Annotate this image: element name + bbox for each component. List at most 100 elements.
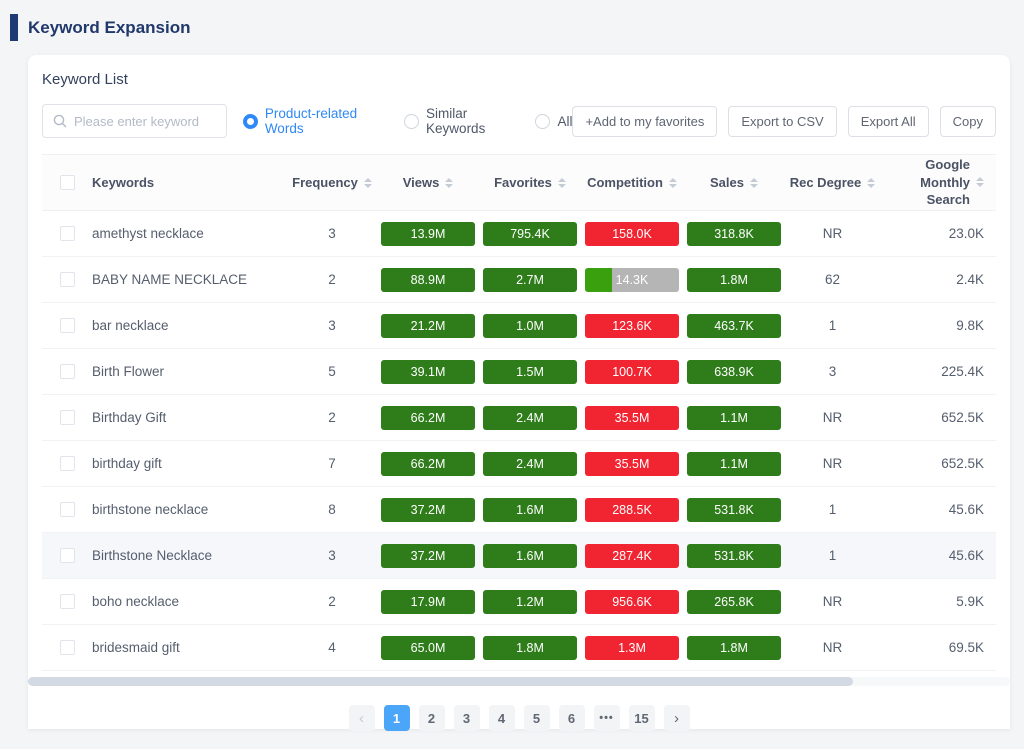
pagination-page-15[interactable]: 15 — [629, 705, 655, 731]
select-all-checkbox[interactable] — [60, 175, 75, 190]
row-checkbox[interactable] — [60, 318, 75, 333]
pagination-next-button[interactable]: › — [664, 705, 690, 731]
column-header-sales[interactable]: Sales — [683, 175, 785, 190]
action-buttons: +Add to my favorites Export to CSV Export … — [572, 106, 996, 137]
metric-badge: 100.7K — [585, 360, 679, 384]
pagination-page-1[interactable]: 1 — [384, 705, 410, 731]
sales-cell: 318.8K — [683, 222, 785, 246]
sort-icon[interactable] — [867, 178, 875, 188]
column-header-frequency[interactable]: Frequency — [287, 175, 377, 190]
row-checkbox[interactable] — [60, 502, 75, 517]
row-checkbox[interactable] — [60, 272, 75, 287]
sales-cell: 1.1M — [683, 406, 785, 430]
competition-cell: 35.5M — [581, 452, 683, 476]
row-checkbox[interactable] — [60, 364, 75, 379]
row-checkbox-cell — [42, 640, 92, 655]
sort-icon[interactable] — [669, 178, 677, 188]
competition-cell: 35.5M — [581, 406, 683, 430]
badge-value: 318.8K — [714, 227, 754, 241]
keyword-search-box[interactable] — [42, 104, 227, 138]
badge-value: 21.2M — [411, 319, 446, 333]
keyword-cell: birthstone necklace — [92, 502, 287, 517]
row-checkbox-cell — [42, 272, 92, 287]
sort-icon[interactable] — [976, 177, 984, 187]
export-to-csv-button[interactable]: Export to CSV — [728, 106, 836, 137]
pagination-page-5[interactable]: 5 — [524, 705, 550, 731]
metric-badge: 1.8M — [687, 636, 781, 660]
filter-radio-similar-keywords[interactable]: Similar Keywords — [404, 106, 527, 136]
column-header-rec_degree[interactable]: Rec Degree — [785, 175, 880, 190]
pagination-page-6[interactable]: 6 — [559, 705, 585, 731]
views-cell: 66.2M — [377, 452, 479, 476]
google-monthly-search-cell: 23.0K — [880, 226, 996, 241]
radio-icon — [404, 114, 419, 129]
keyword-cell: Birthstone Necklace — [92, 548, 287, 563]
frequency-cell: 2 — [287, 410, 377, 425]
badge-value: 2.4M — [516, 411, 544, 425]
add-to-favorites-button[interactable]: +Add to my favorites — [572, 106, 717, 137]
frequency-cell: 4 — [287, 640, 377, 655]
keyword-cell: boho necklace — [92, 594, 287, 609]
badge-fill — [585, 268, 612, 292]
sort-icon[interactable] — [558, 178, 566, 188]
keyword-list-panel: Keyword List Product-related Words Simila… — [28, 55, 1010, 729]
column-header-favorites[interactable]: Favorites — [479, 175, 581, 190]
horizontal-scrollbar-thumb[interactable] — [28, 677, 853, 686]
header-checkbox-cell — [42, 175, 92, 190]
metric-badge: 66.2M — [381, 452, 475, 476]
column-label: Rec Degree — [790, 175, 862, 190]
metric-badge: 265.8K — [687, 590, 781, 614]
sort-caret-down — [558, 184, 566, 188]
sort-icon[interactable] — [750, 178, 758, 188]
filter-radio-all[interactable]: All — [535, 114, 572, 129]
badge-value: 956.6K — [612, 595, 652, 609]
row-checkbox-cell — [42, 502, 92, 517]
sort-icon[interactable] — [445, 178, 453, 188]
export-all-button[interactable]: Export All — [848, 106, 929, 137]
row-checkbox[interactable] — [60, 410, 75, 425]
views-cell: 17.9M — [377, 590, 479, 614]
metric-badge: 2.4M — [483, 406, 577, 430]
row-checkbox-cell — [42, 364, 92, 379]
row-checkbox[interactable] — [60, 456, 75, 471]
pagination-page-2[interactable]: 2 — [419, 705, 445, 731]
badge-value: 463.7K — [714, 319, 754, 333]
sort-caret-up — [750, 178, 758, 182]
page-header: Keyword Expansion — [0, 0, 1024, 41]
rec-degree-cell: 1 — [785, 548, 880, 563]
column-header-google_monthly_search[interactable]: Google Monthly Search — [880, 156, 996, 209]
row-checkbox-cell — [42, 226, 92, 241]
filter-radio-product-related-words[interactable]: Product-related Words — [243, 106, 396, 136]
pagination-page-3[interactable]: 3 — [454, 705, 480, 731]
column-header-competition[interactable]: Competition — [581, 175, 683, 190]
badge-value: 265.8K — [714, 595, 754, 609]
row-checkbox[interactable] — [60, 226, 75, 241]
google-monthly-search-cell: 69.5K — [880, 640, 996, 655]
views-cell: 37.2M — [377, 544, 479, 568]
column-header-views[interactable]: Views — [377, 175, 479, 190]
radio-label: All — [557, 114, 572, 129]
favorites-cell: 2.7M — [479, 268, 581, 292]
row-checkbox[interactable] — [60, 640, 75, 655]
copy-button[interactable]: Copy — [940, 106, 996, 137]
badge-value: 13.9M — [411, 227, 446, 241]
badge-value: 39.1M — [411, 365, 446, 379]
filter-radio-group: Product-related Words Similar Keywords All — [243, 106, 573, 136]
sort-icon[interactable] — [364, 178, 372, 188]
metric-badge: 21.2M — [381, 314, 475, 338]
pagination-page-4[interactable]: 4 — [489, 705, 515, 731]
column-label: Keywords — [92, 175, 154, 190]
panel-title: Keyword List — [42, 71, 996, 88]
favorites-cell: 795.4K — [479, 222, 581, 246]
row-checkbox[interactable] — [60, 548, 75, 563]
search-input[interactable] — [74, 114, 216, 129]
row-checkbox[interactable] — [60, 594, 75, 609]
horizontal-scrollbar-track[interactable] — [28, 677, 1010, 686]
metric-badge: 37.2M — [381, 498, 475, 522]
metric-badge: 1.0M — [483, 314, 577, 338]
google-monthly-search-cell: 5.9K — [880, 594, 996, 609]
